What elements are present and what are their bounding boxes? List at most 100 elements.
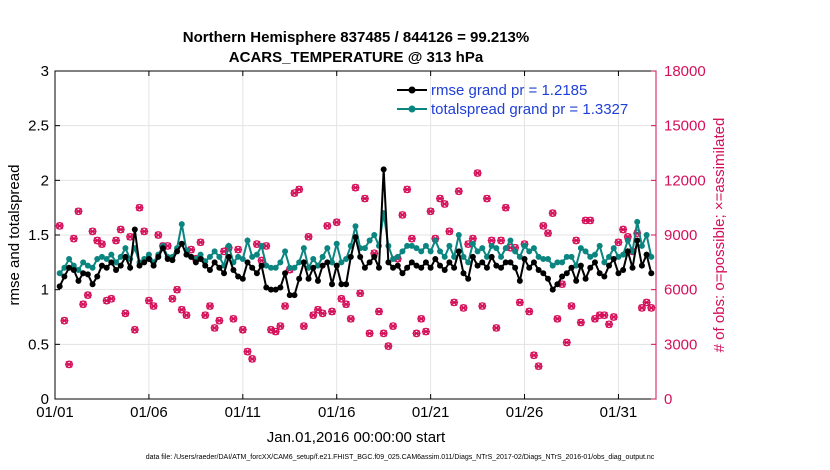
right-y-tick-label: 9000 <box>664 227 697 244</box>
totalspread-point <box>253 251 260 258</box>
left-y-ticks: 0 0.5 1 1.5 2 2.5 3 <box>28 63 60 408</box>
totalspread-point <box>197 251 204 258</box>
obs-assimilated-point <box>473 169 482 177</box>
obs-assimilated-point <box>529 351 538 359</box>
totalspread-point <box>394 253 401 260</box>
rmse-point <box>540 270 547 277</box>
totalspread-point <box>216 253 223 260</box>
rmse-point <box>174 248 181 255</box>
rmse-point <box>413 262 420 269</box>
obs-assimilated-point <box>544 229 553 237</box>
totalspread-point <box>305 264 312 271</box>
rmse-point <box>314 277 321 284</box>
totalspread-point <box>512 248 519 255</box>
totalspread-point <box>432 237 439 244</box>
totalspread-point <box>286 264 293 271</box>
totalspread-point <box>540 256 547 263</box>
rmse-point <box>352 234 359 241</box>
rmse-point <box>329 281 336 288</box>
totalspread-point <box>437 248 444 255</box>
totalspread-point <box>535 253 542 260</box>
obs-assimilated-point <box>436 195 445 203</box>
right-y-tick-label: 0 <box>664 391 672 408</box>
obs-assimilated-point <box>459 304 468 312</box>
obs-assimilated-point <box>548 209 557 217</box>
totalspread-point <box>258 242 265 249</box>
rmse-point <box>113 266 120 273</box>
rmse-point <box>66 264 73 271</box>
rmse-point <box>235 273 242 280</box>
totalspread-point <box>502 245 509 252</box>
rmse-point <box>568 264 575 271</box>
obs-assimilated-point <box>454 187 463 195</box>
totalspread-point <box>61 264 68 271</box>
rmse-point <box>408 259 415 266</box>
totalspread-point <box>296 259 303 266</box>
obs-assimilated-point <box>121 309 130 317</box>
obs-assimilated-point <box>210 324 219 332</box>
rmse-point <box>596 270 603 277</box>
obs-assimilated-point <box>389 322 398 330</box>
left-y-tick-label: 1 <box>41 282 49 299</box>
totalspread-point <box>113 259 120 266</box>
rmse-point <box>577 262 584 269</box>
obs-assimilated-point <box>130 326 139 334</box>
totalspread-point <box>629 248 636 255</box>
totalspread-point <box>366 237 373 244</box>
obs-assimilated-point <box>365 329 374 337</box>
totalspread-point <box>314 262 321 269</box>
title-line-2: ACARS_TEMPERATURE @ 313 hPa <box>229 49 484 66</box>
x-axis-label: Jan.01,2016 00:00:00 start <box>267 429 446 446</box>
rmse-point <box>535 266 542 273</box>
obs-assimilated-point <box>276 322 285 330</box>
totalspread-point <box>643 232 650 238</box>
totalspread-point <box>427 248 434 255</box>
left-y-tick-label: 0.5 <box>28 336 49 353</box>
rmse-point <box>117 262 124 269</box>
obs-assimilated-point <box>614 238 623 246</box>
rmse-point <box>324 259 331 266</box>
rmse-point <box>197 256 204 263</box>
obs-assimilated-point <box>492 324 501 332</box>
rmse-point <box>258 262 265 269</box>
totalspread-point <box>211 248 218 255</box>
totalspread-point <box>577 245 584 252</box>
obs-assimilated-point <box>69 235 78 243</box>
totalspread-point <box>56 270 63 277</box>
rmse-point <box>75 277 82 284</box>
x-tick-label: 01/31 <box>600 404 638 421</box>
totalspread-point <box>103 256 110 263</box>
rmse-point <box>319 262 326 269</box>
obs-assimilated-point <box>83 291 92 299</box>
totalspread-point <box>329 259 336 266</box>
totalspread-point <box>80 259 87 266</box>
x-tick-label: 01/11 <box>225 404 261 421</box>
totalspread-point <box>451 253 458 260</box>
obs-assimilated-point <box>299 322 308 330</box>
rmse-point <box>643 251 650 258</box>
x-tick-label: 01/06 <box>130 404 168 421</box>
rmse-point <box>606 262 613 269</box>
obs-assimilated-point <box>525 308 534 316</box>
totalspread-point <box>89 264 96 271</box>
rmse-point <box>221 270 228 277</box>
obs-assimilated-point <box>168 295 177 303</box>
rmse-point <box>277 284 284 291</box>
obs-assimilated-point <box>248 355 257 363</box>
rmse-point <box>98 262 105 269</box>
obs-assimilated-point <box>534 362 543 370</box>
obs-assimilated-point <box>337 295 346 303</box>
obs-assimilated-point <box>97 240 106 248</box>
right-y-tick-label: 3000 <box>664 336 697 353</box>
rmse-point <box>530 259 537 266</box>
rmse-point <box>521 256 528 263</box>
rmse-point <box>390 264 397 271</box>
rmse-point <box>559 273 566 280</box>
rmse-point <box>127 264 134 271</box>
rmse-point <box>188 253 195 260</box>
totalspread-point <box>465 259 472 266</box>
obs-assimilated-point <box>126 233 135 241</box>
totalspread-point <box>413 245 420 252</box>
rmse-point <box>502 259 509 266</box>
rmse-point <box>70 266 77 273</box>
